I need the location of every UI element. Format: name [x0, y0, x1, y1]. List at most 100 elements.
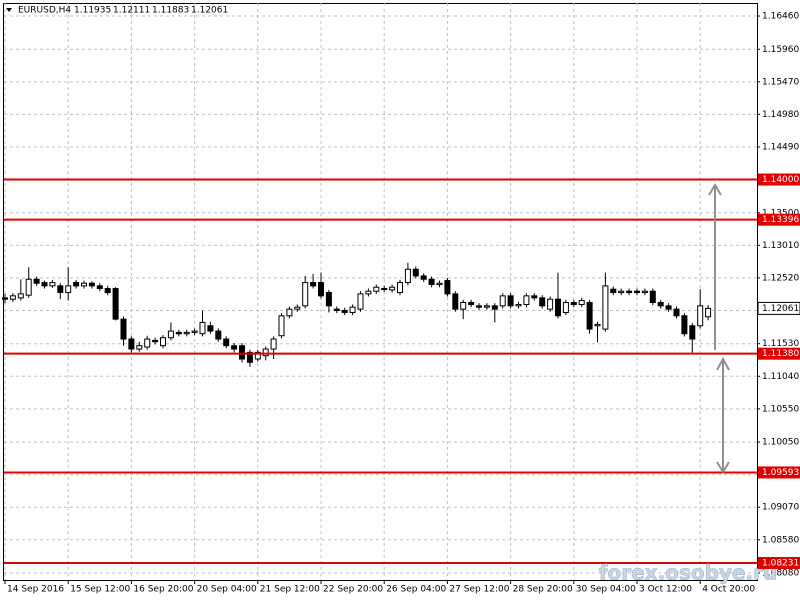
level-label-box — [758, 347, 800, 360]
candle-body — [562, 302, 569, 313]
candle-body — [302, 282, 309, 307]
candle-body — [499, 295, 506, 307]
candle-body — [665, 305, 672, 310]
candle-body — [57, 285, 64, 294]
y-tick-label: 1.15470 — [762, 77, 799, 87]
candle-body — [25, 278, 32, 296]
y-tick-label: 1.16460 — [762, 12, 799, 22]
level-label-box — [758, 213, 800, 226]
menu-arrow — [6, 8, 12, 12]
candle-body — [412, 268, 419, 277]
header-close: 1.12061 — [191, 6, 228, 16]
candle-body — [673, 308, 680, 317]
candle-body — [357, 293, 364, 310]
candle-body — [294, 306, 301, 310]
layer: 1.16460 1.15960 1.15470 1.14980 1.14490 1.140… — [2, 3, 799, 595]
candle-body — [152, 339, 159, 343]
candle-body — [507, 295, 514, 307]
header-high: 1.12111 — [113, 6, 150, 16]
level-label: 1.08231 — [762, 558, 799, 568]
candle-body — [33, 278, 40, 284]
candle-body — [160, 337, 166, 347]
candle-body — [602, 285, 609, 330]
candle-body — [73, 282, 80, 287]
candle-body — [649, 290, 656, 304]
candle-body — [310, 282, 317, 287]
candle-body — [610, 288, 617, 294]
arrow-head — [708, 183, 722, 196]
candle-body — [594, 323, 601, 327]
candle-body — [404, 268, 411, 284]
candle-body — [681, 315, 688, 335]
candle-body — [333, 308, 340, 311]
candle-body — [270, 338, 277, 350]
price-label: 1.12061 — [762, 304, 799, 314]
candle-body — [626, 290, 633, 294]
y-tick-label: 1.10550 — [762, 404, 799, 414]
range-arrows — [708, 183, 730, 474]
plot-frame — [3, 3, 758, 581]
candle-body — [278, 315, 285, 337]
candle-body — [325, 292, 332, 307]
candle-body — [2, 297, 8, 300]
y-tick-label: 1.12520 — [762, 273, 799, 283]
y-tick-label: 1.13500 — [762, 208, 799, 218]
y-tick-label: 1.10050 — [762, 438, 799, 448]
candle-body — [144, 338, 151, 348]
candle-body — [578, 300, 585, 305]
header-low: 1.11883 — [152, 6, 189, 16]
candle-body — [689, 325, 696, 340]
level-label: 1.11380 — [762, 349, 799, 359]
y-tick-label: 1.14490 — [762, 142, 799, 152]
watermark: forex.osobye.ru — [599, 561, 777, 585]
candle-body — [81, 282, 87, 287]
x-tick-label: 22 Sep 20:00 — [323, 585, 383, 595]
level-label: 1.14000 — [762, 175, 799, 185]
candle-body — [254, 351, 261, 360]
x-tick-label: 20 Sep 04:00 — [197, 585, 257, 595]
candle-body — [460, 302, 467, 310]
x-tick-label: 27 Sep 12:00 — [449, 585, 509, 595]
candle-body — [215, 330, 222, 340]
candle-body — [183, 331, 190, 335]
candle-body — [389, 286, 396, 291]
candle-body — [547, 298, 554, 310]
candle-body — [483, 305, 490, 308]
candle-body — [444, 280, 451, 295]
candle-body — [128, 338, 135, 350]
candle-body — [618, 290, 625, 294]
y-tick-label: 1.13010 — [762, 241, 799, 251]
candle-body — [136, 345, 143, 350]
candle-body — [207, 325, 214, 332]
candle-body — [318, 282, 324, 297]
candle-body — [657, 302, 664, 307]
candle-body — [286, 308, 293, 317]
y-tick-label: 1.11530 — [762, 339, 799, 349]
arrow-head — [716, 356, 730, 371]
candle-body — [49, 282, 56, 287]
candle-body — [120, 318, 127, 340]
level-label: 1.09593 — [762, 468, 799, 478]
candle-body — [476, 305, 482, 308]
candle-body — [41, 282, 48, 287]
candle-body — [523, 295, 530, 305]
level-label: 1.13396 — [762, 215, 799, 225]
candle-body — [191, 330, 198, 333]
candle-body — [88, 282, 95, 287]
candle-body — [365, 290, 372, 295]
x-tick-label: 16 Sep 20:00 — [133, 585, 193, 595]
y-tick-label: 1.15960 — [762, 45, 799, 55]
candle-body — [349, 306, 356, 313]
level-label-box — [758, 556, 800, 569]
candle-body — [9, 295, 16, 300]
candle-body — [555, 298, 561, 317]
y-tick-label: 1.14980 — [762, 110, 799, 120]
candle-body — [239, 345, 245, 360]
candle-body — [697, 305, 704, 327]
y-tick-label: 1.08580 — [762, 535, 799, 545]
x-tick-label: 28 Sep 20:00 — [513, 585, 573, 595]
candle-body — [586, 302, 593, 330]
x-tick-label: 15 Sep 12:00 — [70, 585, 130, 595]
arrow-head — [716, 461, 730, 474]
